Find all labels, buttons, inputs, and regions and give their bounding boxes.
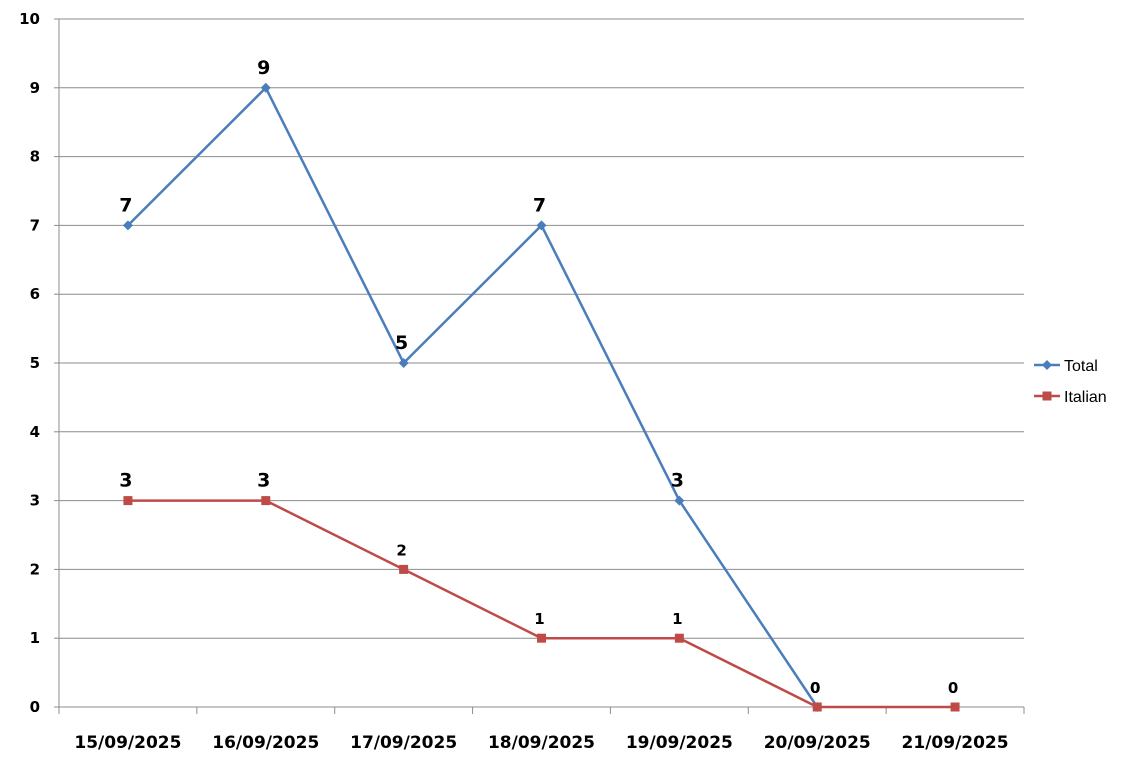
x-tick-label: 19/09/2025 (626, 733, 733, 753)
data-point-total (536, 220, 547, 231)
data-label-total: 0 (810, 679, 820, 697)
y-tick-label: 6 (30, 285, 40, 303)
y-tick-label: 5 (30, 354, 40, 372)
y-tick-label: 7 (30, 216, 40, 234)
y-axis-tick-labels: 0 1 2 3 4 5 6 7 8 9 10 (19, 10, 40, 716)
y-tick-label: 10 (19, 10, 40, 28)
data-point-italian (537, 633, 546, 643)
data-label-italian: 3 (257, 470, 270, 492)
data-point-total (122, 220, 133, 231)
data-point-italian (950, 702, 960, 712)
y-tick-label: 2 (30, 560, 40, 578)
series-line-total (127, 86, 819, 708)
x-tick-label: 20/09/2025 (764, 733, 871, 753)
data-point-italian (123, 496, 133, 506)
data-label-total: 7 (119, 194, 132, 216)
data-label-total: 5 (395, 332, 408, 354)
data-point-italian (399, 564, 409, 574)
legend-marker-total (1042, 360, 1052, 370)
y-tick-label: 0 (30, 698, 40, 716)
legend-label-total: Total (1064, 358, 1098, 375)
x-tick-label: 15/09/2025 (74, 733, 181, 753)
y-tick-label: 4 (30, 423, 40, 441)
data-point-total (260, 82, 271, 93)
x-tick-label: 21/09/2025 (902, 733, 1009, 753)
data-label-italian: 0 (810, 679, 820, 697)
y-tick-label: 3 (30, 492, 40, 510)
legend-marker-italian (1042, 391, 1052, 401)
series-layer (122, 82, 960, 712)
data-point-italian (812, 702, 822, 712)
x-axis-tick-labels: 15/09/2025 16/09/2025 17/09/2025 18/09/2025… (74, 733, 1008, 753)
data-label-italian: 0 (948, 679, 958, 697)
data-label-italian: 1 (534, 610, 544, 628)
y-tick-label: 1 (30, 629, 40, 647)
gridlines (59, 18, 1024, 639)
data-label-italian: 2 (396, 541, 406, 559)
legend: Total Italian (1034, 358, 1107, 406)
data-label-italian: 1 (672, 610, 682, 628)
data-point-italian (674, 633, 684, 643)
data-label-italian: 3 (119, 470, 132, 492)
series-line-italian (127, 499, 956, 709)
legend-label-italian: Italian (1064, 389, 1107, 406)
x-tick-label: 16/09/2025 (212, 733, 319, 753)
data-label-total: 7 (533, 194, 546, 216)
data-label-total: 9 (257, 57, 270, 79)
data-point-italian (261, 496, 271, 506)
y-tick-label: 9 (30, 79, 40, 97)
x-tick-label: 18/09/2025 (488, 733, 595, 753)
y-tick-label: 8 (30, 148, 40, 166)
data-point-total (674, 495, 685, 506)
data-point-total (398, 358, 409, 368)
data-label-total: 3 (671, 470, 684, 492)
x-tick-label: 17/09/2025 (350, 733, 457, 753)
